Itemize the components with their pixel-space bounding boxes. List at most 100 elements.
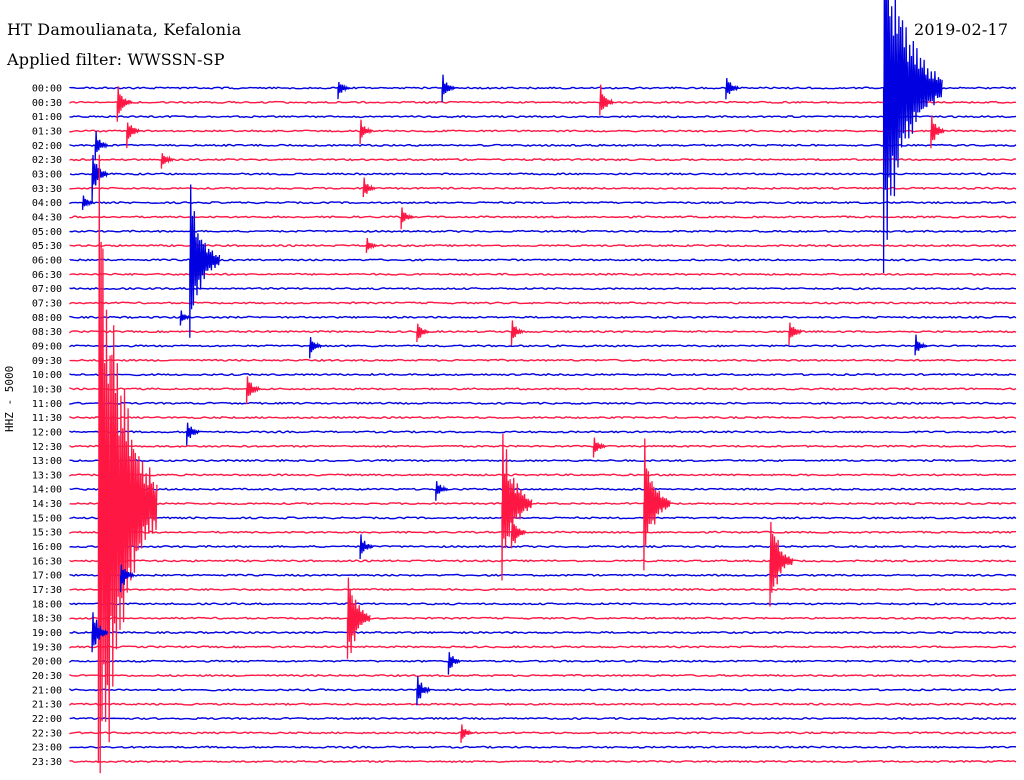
event-trace — [337, 81, 351, 100]
trace-row — [69, 702, 1017, 706]
event-trace — [189, 184, 221, 338]
event-trace — [416, 676, 431, 706]
trace-line — [69, 544, 1017, 549]
event-trace — [788, 322, 803, 346]
trace-row — [69, 673, 1017, 678]
trace-line — [69, 344, 1017, 348]
event-trace — [116, 86, 133, 122]
event-trace — [346, 577, 371, 659]
filter-label: Applied filter: WWSSN-SP — [7, 50, 225, 69]
trace-line — [69, 115, 1017, 119]
trace-row — [69, 258, 1017, 262]
event-trace — [97, 154, 158, 774]
time-label: 10:00 — [32, 370, 62, 381]
trace-row — [69, 201, 1017, 205]
time-label: 01:30 — [32, 126, 62, 137]
time-label: 06:30 — [32, 270, 62, 281]
trace-row — [69, 530, 1017, 534]
trace-row — [69, 372, 1017, 377]
trace-line — [69, 186, 1017, 190]
trace-row — [69, 587, 1017, 592]
trace-row — [69, 129, 1017, 133]
time-label: 07:00 — [32, 284, 62, 295]
trace-row — [69, 487, 1017, 491]
trace-row — [69, 243, 1017, 248]
trace-line — [69, 516, 1017, 520]
trace-line — [69, 315, 1017, 319]
event-trace — [365, 238, 378, 253]
event-trace — [160, 153, 174, 169]
trace-row — [69, 573, 1017, 577]
time-label: 05:00 — [32, 227, 62, 238]
time-label: 14:30 — [32, 499, 62, 510]
time-label: 09:30 — [32, 356, 62, 367]
trace-line — [69, 458, 1017, 463]
time-label: 20:30 — [32, 671, 62, 682]
event-trace — [441, 74, 456, 103]
time-label-layer: 00:00 00:30 01:00 01:30 02:00 02:30 03:00 03:30… — [32, 84, 62, 769]
time-label: 02:30 — [32, 155, 62, 166]
time-label: 06:00 — [32, 255, 62, 266]
trace-line — [69, 673, 1017, 678]
trace-row — [69, 301, 1017, 305]
time-label: 22:00 — [32, 714, 62, 725]
event-trace — [179, 310, 192, 326]
time-label: 12:00 — [32, 427, 62, 438]
station-title: HT Damoulianata, Kefalonia — [7, 20, 242, 39]
trace-line — [69, 731, 1017, 735]
trace-row — [69, 387, 1017, 391]
trace-row — [69, 186, 1017, 190]
event-trace — [914, 334, 928, 356]
trace-row — [69, 143, 1017, 147]
trace-line — [69, 201, 1017, 205]
trace-row — [69, 616, 1017, 620]
time-label: 08:00 — [32, 313, 62, 324]
trace-line — [69, 573, 1017, 577]
trace-row — [69, 430, 1017, 434]
event-trace — [359, 534, 374, 560]
trace-row — [69, 544, 1017, 549]
trace-row — [69, 688, 1017, 692]
trace-row — [69, 86, 1017, 90]
trace-line — [69, 415, 1017, 420]
trace-line — [69, 630, 1017, 635]
time-label: 22:30 — [32, 728, 62, 739]
time-label: 10:30 — [32, 384, 62, 395]
time-label: 19:00 — [32, 628, 62, 639]
trace-row — [69, 287, 1017, 291]
trace-row — [69, 731, 1017, 735]
time-label: 20:00 — [32, 657, 62, 668]
trace-line — [69, 759, 1017, 764]
trace-row — [69, 229, 1017, 233]
time-label: 16:30 — [32, 556, 62, 567]
event-trace — [81, 195, 94, 210]
trace-row — [69, 315, 1017, 319]
trace-line — [69, 172, 1017, 176]
time-label: 09:00 — [32, 341, 62, 352]
trace-row — [69, 358, 1017, 362]
trace-row — [69, 330, 1017, 334]
trace-row — [69, 745, 1017, 749]
time-label: 21:00 — [32, 685, 62, 696]
time-label: 17:30 — [32, 585, 62, 596]
date-label: 2019-02-17 — [914, 20, 1009, 39]
event-trace — [435, 481, 449, 501]
time-label: 21:30 — [32, 700, 62, 711]
trace-row — [69, 645, 1017, 649]
trace-line — [69, 602, 1017, 606]
trace-row — [69, 115, 1017, 119]
trace-row — [69, 415, 1017, 420]
time-label: 16:00 — [32, 542, 62, 553]
trace-row — [69, 501, 1017, 506]
time-label: 17:00 — [32, 571, 62, 582]
trace-line — [69, 215, 1017, 219]
trace-line — [69, 129, 1017, 133]
trace-row — [69, 716, 1017, 721]
trace-row — [69, 344, 1017, 348]
trace-line — [69, 430, 1017, 434]
trace-row — [69, 215, 1017, 219]
event-trace — [126, 122, 140, 149]
event-trace — [510, 513, 527, 549]
event-trace — [309, 337, 322, 359]
trace-line — [69, 301, 1017, 305]
